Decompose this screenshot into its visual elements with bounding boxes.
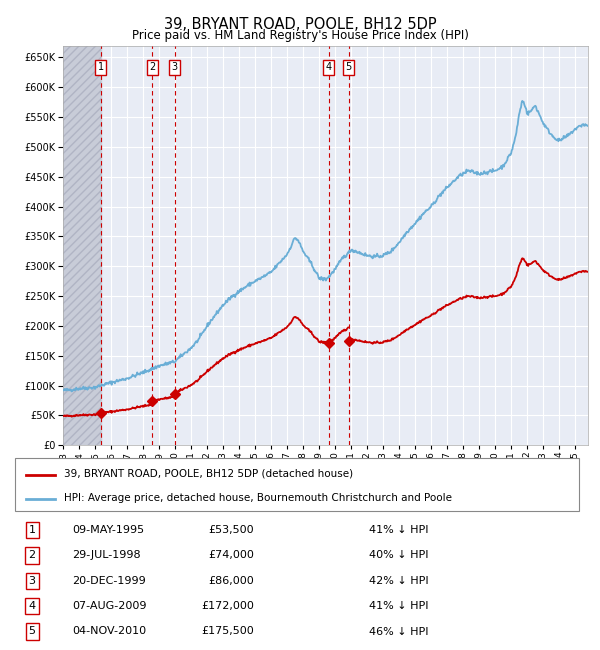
Text: £53,500: £53,500 [208,525,254,535]
Text: 04-NOV-2010: 04-NOV-2010 [73,627,146,636]
Text: 4: 4 [29,601,36,611]
Text: £172,000: £172,000 [201,601,254,611]
Text: 39, BRYANT ROAD, POOLE, BH12 5DP: 39, BRYANT ROAD, POOLE, BH12 5DP [164,17,436,32]
Text: £175,500: £175,500 [201,627,254,636]
Text: 41% ↓ HPI: 41% ↓ HPI [369,525,428,535]
Text: 39, BRYANT ROAD, POOLE, BH12 5DP (detached house): 39, BRYANT ROAD, POOLE, BH12 5DP (detach… [64,469,353,478]
Text: 42% ↓ HPI: 42% ↓ HPI [369,576,429,586]
Text: 5: 5 [29,627,35,636]
Text: 2: 2 [29,551,36,560]
Text: 46% ↓ HPI: 46% ↓ HPI [369,627,428,636]
Text: 1: 1 [98,62,104,73]
Bar [63,46,101,445]
Text: 09-MAY-1995: 09-MAY-1995 [73,525,145,535]
Text: 41% ↓ HPI: 41% ↓ HPI [369,601,428,611]
Text: Price paid vs. HM Land Registry's House Price Index (HPI): Price paid vs. HM Land Registry's House … [131,29,469,42]
Text: 3: 3 [29,576,35,586]
FancyBboxPatch shape [15,458,580,511]
Text: 3: 3 [172,62,178,73]
Text: 2: 2 [149,62,155,73]
Text: 20-DEC-1999: 20-DEC-1999 [73,576,146,586]
Text: 1: 1 [29,525,35,535]
Text: HPI: Average price, detached house, Bournemouth Christchurch and Poole: HPI: Average price, detached house, Bour… [64,493,452,503]
Text: £86,000: £86,000 [208,576,254,586]
Text: 07-AUG-2009: 07-AUG-2009 [73,601,147,611]
Text: 4: 4 [326,62,332,73]
Text: £74,000: £74,000 [208,551,254,560]
Text: 5: 5 [346,62,352,73]
Text: 29-JUL-1998: 29-JUL-1998 [73,551,141,560]
Text: 40% ↓ HPI: 40% ↓ HPI [369,551,428,560]
Bar [63,46,101,445]
